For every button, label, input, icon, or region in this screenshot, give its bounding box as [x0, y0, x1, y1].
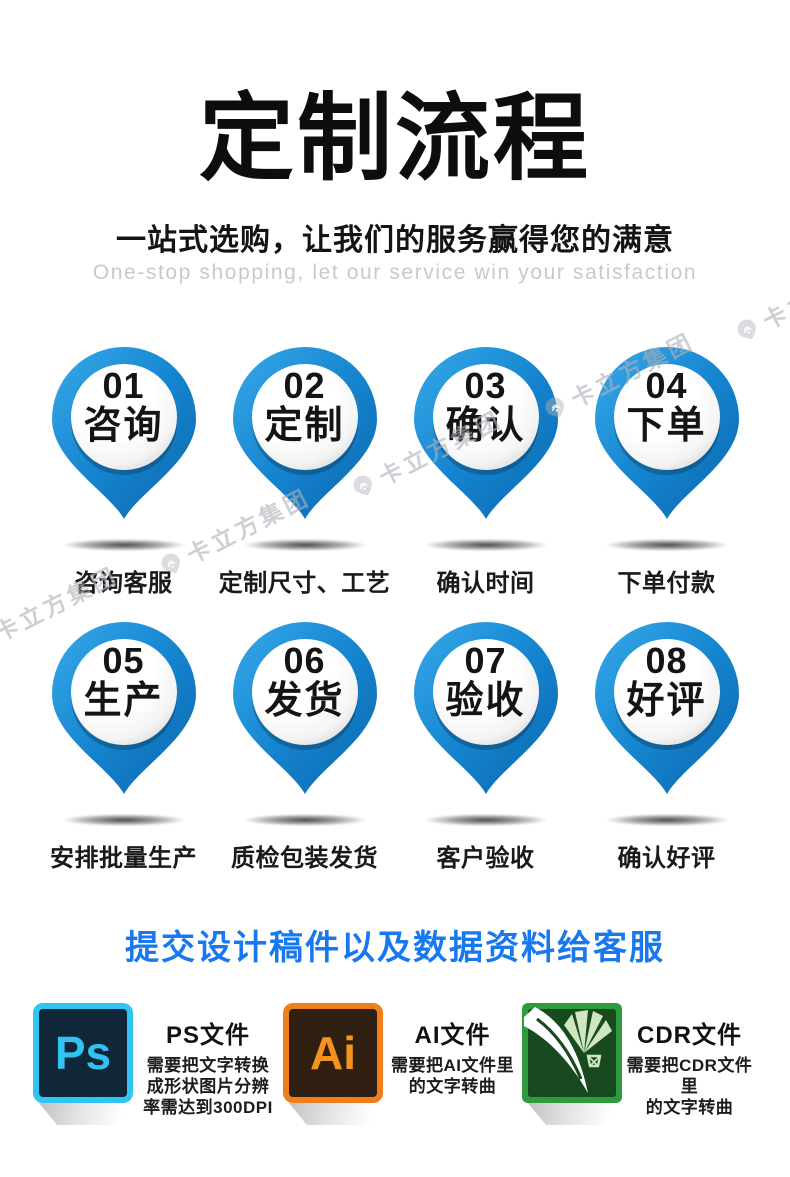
ai-file-description: 需要把AI文件里 的文字转曲: [391, 1056, 514, 1096]
process-step: 07 验收 客户验收: [395, 620, 576, 873]
process-step: 05 生产 安排批量生产: [33, 620, 214, 873]
step-number: 03: [464, 365, 507, 406]
cdr-file-title: CDR文件: [637, 1022, 742, 1049]
pin-ground-shadow: [424, 539, 547, 551]
step-label: 发货: [264, 679, 345, 722]
ai-file-title: AI文件: [414, 1022, 491, 1049]
step-number: 01: [102, 365, 145, 406]
pin-ground-shadow: [605, 539, 728, 551]
icon-shadow: [39, 1103, 133, 1125]
process-step: 06 发货 质检包装发货: [214, 620, 395, 873]
icon-shadow: [528, 1103, 622, 1125]
icon-shadow: [289, 1103, 383, 1125]
page-subtitle: 一站式选购，让我们的服务赢得您的满意: [116, 224, 674, 257]
step-caption: 确认时间: [436, 570, 535, 597]
cdr-file-group: CDR文件 需要把CDR文件里 的文字转曲: [522, 1003, 757, 1125]
ps-file-group: Ps PS文件 需要把文字转换 成形状图片分辨 率需达到300DPI: [33, 1003, 283, 1125]
ps-file-title: PS文件: [165, 1022, 250, 1049]
pin-ground-shadow: [243, 814, 366, 826]
step-label: 好评: [626, 679, 707, 722]
location-pin-icon: 02 定制: [231, 345, 379, 521]
process-step: 08 好评 确认好评: [576, 620, 757, 873]
pin-ground-shadow: [424, 814, 547, 826]
pin-ground-shadow: [605, 814, 728, 826]
step-number: 05: [102, 640, 145, 681]
illustrator-icon: Ai: [283, 1003, 383, 1103]
page-subtitle-english: One-stop shopping, let our service win y…: [92, 261, 698, 284]
ps-file-description: 需要把文字转换 成形状图片分辨 率需达到300DPI: [143, 1056, 273, 1117]
page-title: 定制流程: [198, 86, 591, 192]
submit-files-heading: 提交设计稿件以及数据资料给客服: [125, 929, 665, 967]
step-label: 下单: [626, 404, 707, 447]
coreldraw-icon: [522, 1003, 622, 1103]
ai-file-group: Ai AI文件 需要把AI文件里 的文字转曲: [283, 1003, 522, 1125]
step-caption: 确认好评: [617, 845, 716, 872]
process-steps-row-1: 01 咨询 咨询客服 02 定制 定制尺寸、工艺: [33, 345, 757, 598]
pin-ground-shadow: [243, 539, 366, 551]
step-caption: 质检包装发货: [231, 845, 378, 872]
step-caption: 定制尺寸、工艺: [218, 570, 391, 597]
step-label: 生产: [83, 679, 164, 722]
step-number: 04: [645, 365, 688, 406]
location-pin-icon: 04 下单: [593, 345, 741, 521]
location-pin-icon: 08 好评: [593, 620, 741, 796]
step-number: 02: [283, 365, 326, 406]
step-caption: 客户验收: [436, 845, 535, 872]
step-label: 验收: [445, 679, 526, 722]
step-caption: 下单付款: [617, 570, 716, 597]
step-label: 确认: [445, 404, 526, 447]
step-caption: 咨询客服: [74, 570, 173, 597]
step-caption: 安排批量生产: [50, 845, 197, 872]
step-number: 07: [464, 640, 507, 681]
location-pin-icon: 01 咨询: [50, 345, 198, 521]
step-number: 08: [645, 640, 688, 681]
cdr-file-description: 需要把CDR文件里 的文字转曲: [626, 1056, 753, 1117]
process-steps-row-2: 05 生产 安排批量生产 06 发货 质检包装发货: [33, 620, 757, 873]
pin-ground-shadow: [62, 814, 185, 826]
step-label: 咨询: [83, 404, 164, 447]
step-number: 06: [283, 640, 326, 681]
process-step: 04 下单 下单付款: [576, 345, 757, 598]
process-step: 02 定制 定制尺寸、工艺: [214, 345, 395, 598]
location-pin-icon: 05 生产: [50, 620, 198, 796]
photoshop-icon: Ps: [33, 1003, 133, 1103]
location-pin-icon: 06 发货: [231, 620, 379, 796]
process-step: 01 咨询 咨询客服: [33, 345, 214, 598]
location-pin-icon: 07 验收: [412, 620, 560, 796]
process-step: 03 确认 确认时间: [395, 345, 576, 598]
file-format-section: Ps PS文件 需要把文字转换 成形状图片分辨 率需达到300DPI Ai AI…: [33, 1003, 757, 1125]
step-label: 定制: [264, 404, 345, 447]
brand-pin-signal-icon: [737, 319, 756, 339]
location-pin-icon: 03 确认: [412, 345, 560, 521]
pin-ground-shadow: [62, 539, 185, 551]
